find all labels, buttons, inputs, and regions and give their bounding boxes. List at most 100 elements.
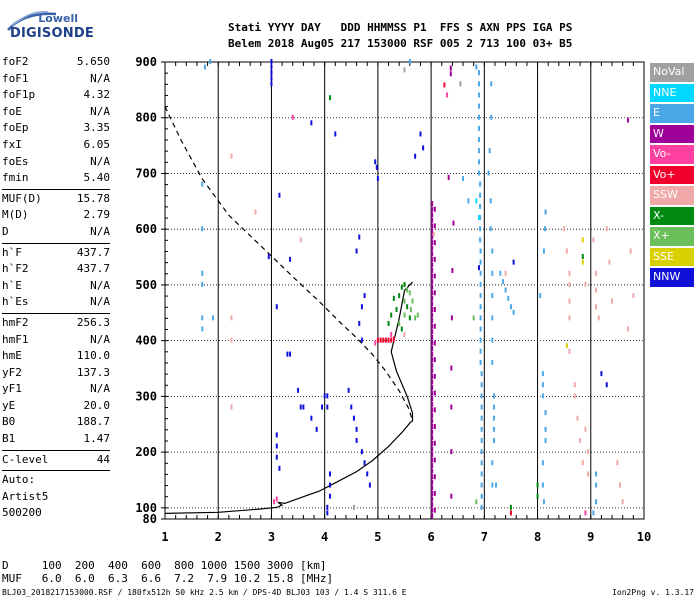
echo-point-nnw bbox=[352, 415, 355, 421]
echo-point-w bbox=[433, 440, 436, 446]
echo-point-nnw bbox=[297, 387, 300, 393]
echo-point-w bbox=[450, 493, 453, 499]
echo-point-e bbox=[490, 81, 493, 87]
param-label: B1 bbox=[2, 432, 16, 446]
echo-point-nnw bbox=[310, 120, 313, 126]
echo-point-noval bbox=[352, 504, 355, 510]
echo-point-w bbox=[431, 507, 434, 513]
echo-point-e bbox=[467, 198, 470, 204]
echo-point-w bbox=[431, 212, 434, 218]
echo-point-ssw bbox=[230, 153, 233, 159]
param-row: fmin 5.40 bbox=[2, 170, 110, 187]
echo-point-e bbox=[478, 125, 481, 131]
param-row: yE 20.0 bbox=[2, 398, 110, 415]
param-label: foF2 bbox=[2, 55, 29, 68]
echo-point-w bbox=[431, 312, 434, 318]
echo-point-nnw bbox=[374, 159, 377, 165]
echo-point-e bbox=[478, 81, 481, 87]
echo-point-w bbox=[431, 362, 434, 368]
echo-point-nnw bbox=[414, 153, 417, 159]
param-label: MUF(D) bbox=[2, 191, 42, 205]
echo-point-ssw bbox=[568, 348, 571, 354]
echo-point-ssw bbox=[597, 315, 600, 321]
echo-point-w bbox=[431, 418, 434, 424]
echo-point-ssw bbox=[592, 237, 595, 243]
echo-point-w bbox=[431, 262, 434, 268]
echo-point-w bbox=[450, 365, 453, 371]
echo-point-nne bbox=[478, 215, 481, 221]
param-row: foF1 N/A bbox=[2, 71, 110, 88]
echo-point-x- bbox=[403, 281, 406, 287]
echo-point-x- bbox=[403, 298, 406, 304]
echo-point-x- bbox=[409, 307, 412, 313]
echo-point-e bbox=[495, 482, 498, 488]
echo-point-nnw bbox=[270, 59, 273, 64]
echo-point-x- bbox=[414, 315, 417, 321]
x-tick-label: 5 bbox=[374, 530, 381, 544]
echo-point-e bbox=[478, 137, 481, 143]
echo-point-e bbox=[499, 270, 502, 276]
echo-point-e bbox=[501, 279, 504, 285]
echo-point-e bbox=[201, 270, 204, 276]
param-separator bbox=[2, 449, 110, 451]
echo-point-nnw bbox=[375, 164, 378, 170]
echo-point-w bbox=[450, 449, 453, 455]
param-row: B0 188.7 bbox=[2, 414, 110, 431]
echo-point-w bbox=[431, 323, 434, 329]
param-separator bbox=[2, 470, 110, 472]
x-tick-label: 2 bbox=[215, 530, 222, 544]
echo-point-w bbox=[431, 256, 434, 262]
echo-point-ssw bbox=[568, 298, 571, 304]
param-value: 1.47 bbox=[83, 432, 111, 446]
echo-point-sse bbox=[565, 343, 568, 349]
echo-point-w bbox=[433, 206, 436, 212]
param-label: hmF2 bbox=[2, 315, 29, 329]
echo-point-w bbox=[431, 284, 434, 290]
echo-point-vo- bbox=[392, 336, 395, 342]
echo-point-vo- bbox=[384, 337, 387, 343]
echo-point-ssw bbox=[616, 460, 619, 466]
echo-point-nnw bbox=[328, 482, 331, 488]
echo-point-w bbox=[431, 251, 434, 257]
echo-point-nnw bbox=[299, 404, 302, 410]
echo-point-e bbox=[479, 203, 482, 209]
param-label: fmin bbox=[2, 171, 29, 185]
echo-point-e bbox=[491, 248, 494, 254]
echo-point-e bbox=[478, 103, 481, 109]
polarization-legend: NoVal NNE E W Vo- Vo+ SSW X- X+ SSE NNW bbox=[650, 63, 694, 289]
echo-point-e bbox=[492, 404, 495, 410]
echo-point-sse bbox=[581, 259, 584, 265]
echo-point-noval bbox=[459, 81, 462, 87]
echo-point-x- bbox=[536, 482, 539, 488]
param-value: 3.35 bbox=[83, 121, 111, 135]
echo-point-nnw bbox=[355, 426, 358, 432]
echo-point-e bbox=[480, 415, 483, 421]
echo-point-e bbox=[491, 337, 494, 343]
y-tick-label: 100 bbox=[135, 501, 157, 515]
echo-point-e bbox=[479, 293, 482, 299]
echo-point-w bbox=[433, 273, 436, 279]
echo-point-x- bbox=[400, 284, 403, 290]
echo-point-e bbox=[512, 309, 515, 315]
echo-point-e bbox=[509, 304, 512, 310]
param-label: foE bbox=[2, 104, 22, 118]
x-tick-label: 3 bbox=[268, 530, 275, 544]
param-row: fxI 6.05 bbox=[2, 137, 110, 154]
param-value: 437.7 bbox=[76, 262, 110, 276]
echo-point-e bbox=[504, 287, 507, 293]
y-tick-label: 500 bbox=[135, 278, 157, 292]
echo-point-e bbox=[475, 64, 478, 70]
param-value: 437.7 bbox=[76, 245, 110, 259]
echo-point-sse bbox=[581, 237, 584, 243]
echo-point-x- bbox=[411, 298, 414, 304]
logo-text-lowell: Lowell bbox=[38, 12, 78, 25]
echo-point-nnw bbox=[310, 415, 313, 421]
echo-point-nnw bbox=[270, 70, 273, 76]
echo-point-vo- bbox=[446, 92, 449, 98]
legend-item-nne: NNE bbox=[650, 83, 694, 102]
echo-point-e bbox=[491, 460, 494, 466]
param-row: foF2 5.650 bbox=[2, 54, 110, 71]
echo-point-nnw bbox=[286, 351, 289, 357]
echo-point-ssw bbox=[587, 449, 590, 455]
echo-point-ssw bbox=[611, 298, 614, 304]
